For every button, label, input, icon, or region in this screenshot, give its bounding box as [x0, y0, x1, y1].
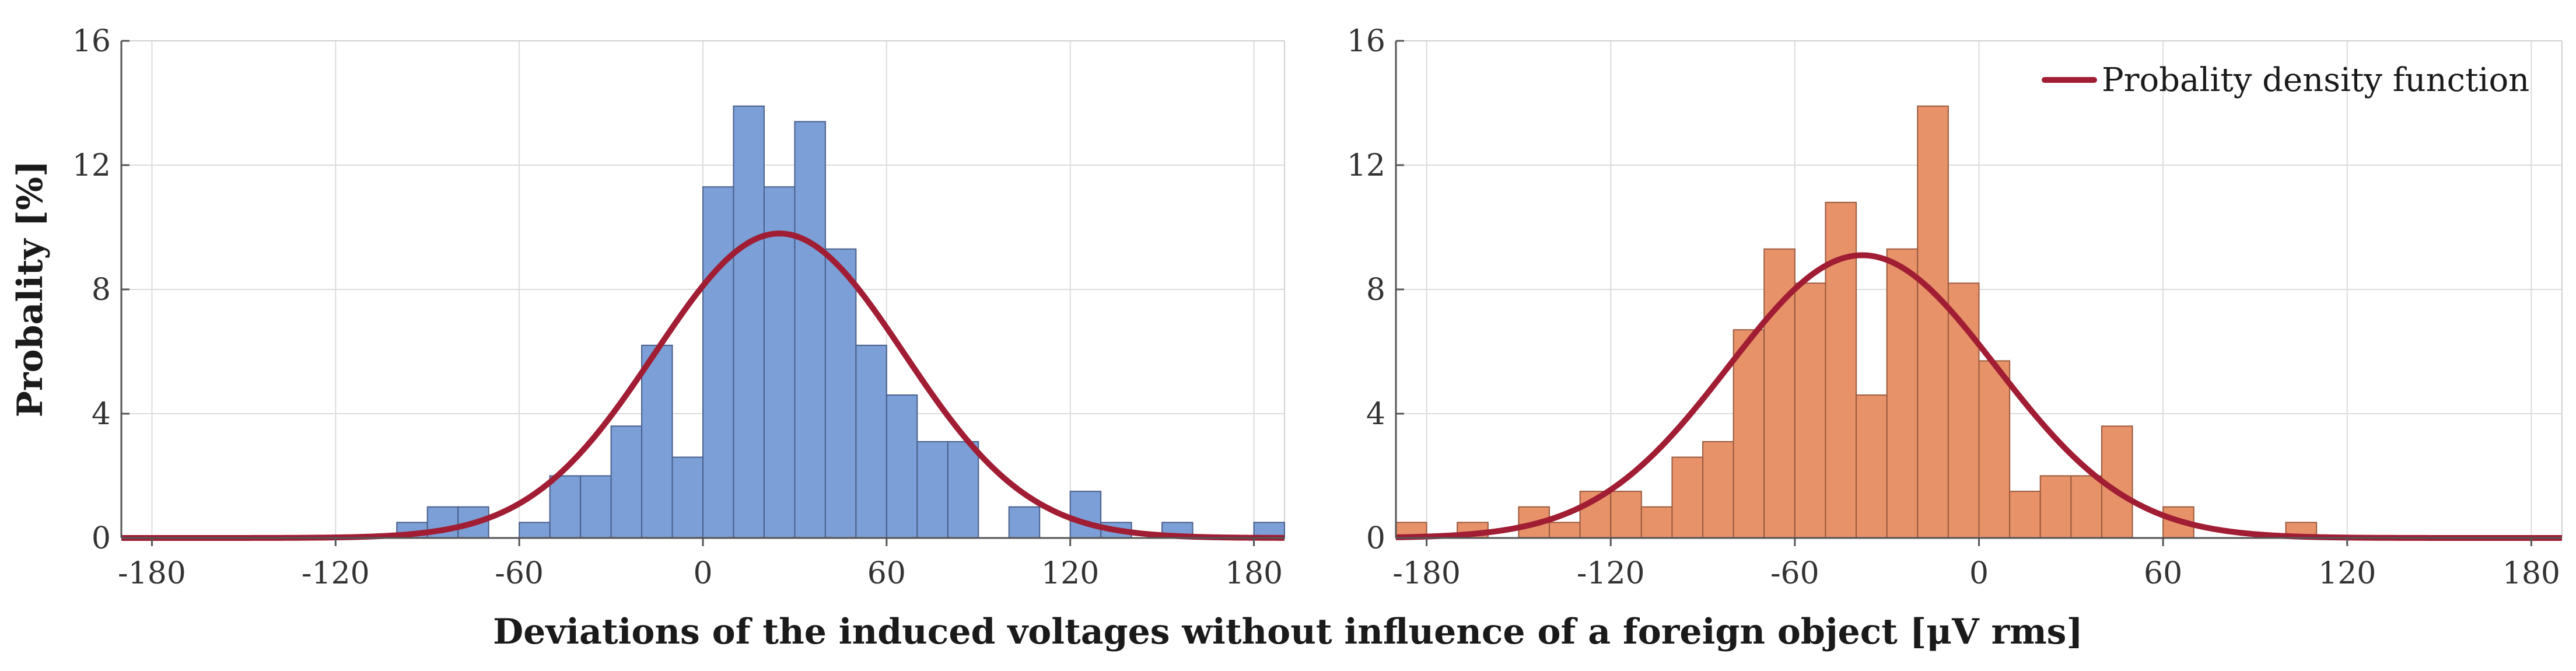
- histogram-bar: [1794, 282, 1826, 539]
- histogram-bar: [519, 522, 551, 539]
- x-tick-label: 0: [1969, 556, 1989, 591]
- x-tick-label: 0: [693, 556, 712, 591]
- y-tick-label: 16: [1347, 24, 1385, 59]
- histogram-bar: [1917, 105, 1949, 539]
- histogram-bar: [1640, 506, 1673, 539]
- x-tick-label: -180: [118, 556, 186, 591]
- histogram-bar: [1008, 506, 1041, 539]
- histogram-bar: [1671, 456, 1704, 539]
- histogram-bar: [1549, 522, 1581, 539]
- left-histogram-panel: -180 -120 -60 0 60 120 180 0 4 8 12 16: [72, 24, 1286, 591]
- histogram-bar: [1069, 491, 1102, 539]
- histogram-bar: [1856, 394, 1888, 539]
- legend-label: Probality density function: [2102, 61, 2529, 99]
- histogram-bar: [2009, 491, 2041, 539]
- right-bars: [1395, 105, 2318, 539]
- left-y-tick-labels: 0 4 8 12 16: [72, 24, 111, 556]
- histogram-bar: [2070, 475, 2102, 539]
- histogram-bar: [1610, 491, 1642, 539]
- right-x-tick-labels: -180 -120 -60 0 60 120 180: [1392, 556, 2560, 591]
- histogram-bar: [2039, 475, 2072, 539]
- y-tick-label: 4: [1366, 397, 1385, 432]
- left-axes: [120, 40, 1284, 546]
- histogram-bar: [794, 121, 826, 539]
- right-y-tick-labels: 0 4 8 12 16: [1347, 24, 1385, 556]
- y-tick-label: 16: [72, 24, 111, 59]
- histogram-bar: [886, 394, 918, 539]
- x-tick-label: 180: [2502, 556, 2560, 591]
- histogram-bar: [855, 344, 887, 539]
- histogram-bar: [916, 441, 949, 539]
- y-tick-label: 12: [72, 148, 111, 183]
- histogram-bar: [1978, 360, 2011, 539]
- x-tick-label: -60: [495, 556, 544, 591]
- y-axis-title: Probality [%]: [10, 160, 51, 417]
- x-tick-label: 60: [2144, 556, 2182, 591]
- right-histogram-panel: -180 -120 -60 0 60 120 180 0 4 8 12 16 Probality d…: [1347, 24, 2563, 591]
- x-tick-label: 120: [2318, 556, 2376, 591]
- y-tick-label: 12: [1347, 148, 1385, 183]
- histogram-bar: [610, 425, 643, 539]
- right-grid: [1396, 40, 2563, 538]
- histogram-bar: [580, 475, 612, 539]
- x-tick-label: -60: [1770, 556, 1819, 591]
- histogram-bar: [1732, 329, 1765, 539]
- y-tick-label: 0: [1366, 521, 1385, 556]
- x-tick-label: 120: [1041, 556, 1099, 591]
- right-axes: [1395, 40, 2562, 546]
- x-tick-label: 180: [1225, 556, 1283, 591]
- histogram-bar: [549, 475, 582, 539]
- y-tick-label: 4: [92, 397, 111, 432]
- left-x-tick-labels: -180 -120 -60 0 60 120 180: [118, 556, 1283, 591]
- histogram-bar: [671, 456, 704, 539]
- histogram-bar: [733, 105, 765, 539]
- y-tick-label: 8: [92, 272, 111, 307]
- histogram-bar: [1702, 441, 1734, 539]
- histogram-bar: [641, 344, 673, 539]
- histogram-bar: [824, 248, 857, 539]
- legend: Probality density function: [2042, 61, 2529, 99]
- histogram-bar: [763, 186, 796, 539]
- y-tick-label: 8: [1366, 272, 1385, 307]
- histogram-bar: [1886, 248, 1919, 539]
- y-tick-label: 0: [92, 521, 111, 556]
- histogram-bar: [1825, 201, 1857, 539]
- left-bars: [396, 105, 1286, 539]
- x-tick-label: 60: [867, 556, 906, 591]
- x-tick-label: -120: [1577, 556, 1645, 591]
- histogram-bar: [702, 186, 734, 539]
- x-tick-label: -180: [1392, 556, 1461, 591]
- x-tick-label: -120: [302, 556, 370, 591]
- x-axis-title: Deviations of the induced voltages witho…: [493, 611, 2083, 652]
- histogram-bar: [947, 441, 979, 539]
